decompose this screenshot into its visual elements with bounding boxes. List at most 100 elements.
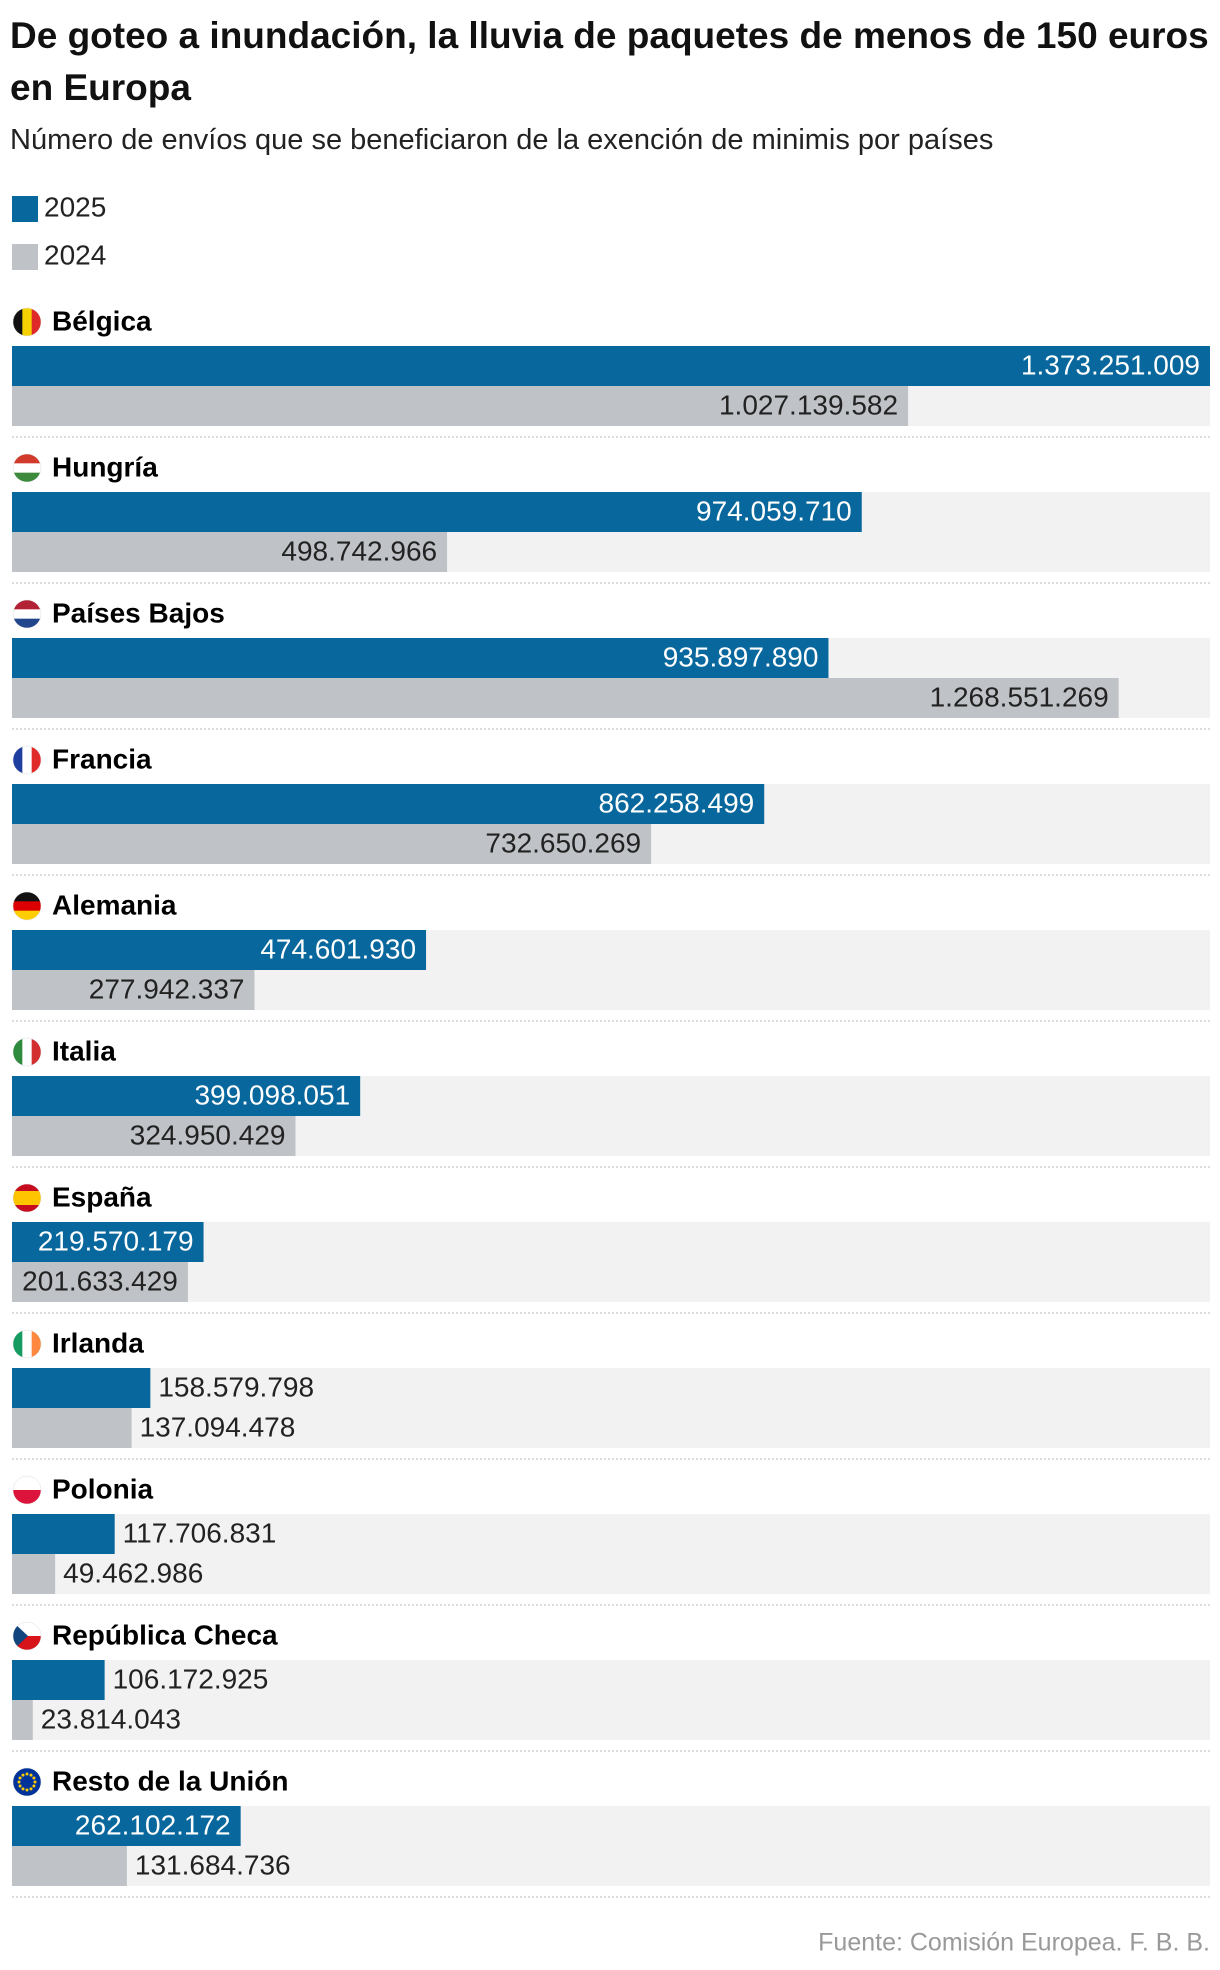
flag-border: [12, 599, 42, 629]
category-label: Países Bajos: [52, 597, 225, 628]
bar: [12, 1660, 105, 1700]
value-label: 262.102.172: [75, 1809, 231, 1840]
bar: [12, 1262, 188, 1302]
value-label: 201.633.429: [22, 1265, 178, 1296]
category-label: Irlanda: [52, 1327, 144, 1358]
category-label: Francia: [52, 743, 152, 774]
bar-background: [12, 1222, 1210, 1302]
bar: [12, 1806, 241, 1846]
flag-stripe: [22, 746, 33, 774]
flag-border: [12, 891, 42, 921]
flag: [13, 1184, 41, 1212]
flag-border: [12, 745, 42, 775]
flag: [13, 1476, 41, 1504]
bar: [12, 1222, 204, 1262]
category-label: Italia: [52, 1035, 116, 1066]
value-label: 219.570.179: [38, 1225, 194, 1256]
value-label: 1.268.551.269: [930, 681, 1109, 712]
category-label: España: [52, 1181, 152, 1212]
flag-stripe: [13, 1191, 41, 1199]
flag-border: [12, 1183, 42, 1213]
category-label: Alemania: [52, 889, 177, 920]
flag-stripe: [13, 454, 41, 464]
legend-label: 2024: [44, 239, 106, 270]
value-label: 131.684.736: [135, 1849, 291, 1880]
bar: [12, 970, 255, 1010]
flag-stripe: [13, 609, 41, 620]
flag: [13, 1768, 41, 1796]
flag-star: [21, 1773, 25, 1777]
bar: [12, 638, 829, 678]
flag-border: [12, 1329, 42, 1359]
source: Fuente: Comisión Europea. F. B. B.: [818, 1929, 1210, 1957]
bar: [12, 386, 909, 426]
flag-stripe: [13, 600, 41, 610]
value-label: 399.098.051: [194, 1079, 350, 1110]
flag-stripe: [31, 746, 41, 774]
flag: [13, 1622, 41, 1650]
value-label: 474.601.930: [260, 933, 416, 964]
flag: [13, 892, 41, 920]
flag: [13, 308, 41, 336]
flag-stripe: [31, 308, 41, 336]
bar: [12, 1076, 361, 1116]
bar-background: [12, 1368, 1210, 1448]
chart-title: De goteo a inundación, la lluvia de paqu…: [10, 15, 1209, 108]
bar: [12, 784, 765, 824]
category-label: Resto de la Unión: [52, 1765, 288, 1796]
flag-star: [25, 1772, 29, 1776]
flag: [13, 600, 41, 628]
value-label: 106.172.925: [113, 1663, 269, 1694]
value-label: 137.094.478: [140, 1411, 296, 1442]
flag-border: [12, 1621, 42, 1651]
category-label: República Checa: [52, 1619, 278, 1650]
flag-stripe: [13, 463, 41, 474]
value-label: 1.373.251.009: [1021, 349, 1200, 380]
bar: [12, 1846, 127, 1886]
bar: [12, 824, 652, 864]
bar: [12, 1368, 151, 1408]
bar: [12, 930, 427, 970]
flag-border: [12, 1475, 42, 1505]
flag-stripe: [22, 1038, 33, 1066]
bar: [12, 492, 862, 532]
flag-stripe: [31, 1330, 41, 1358]
flag-stripe: [13, 910, 41, 920]
flag-star: [29, 1773, 33, 1777]
flag-stripe: [31, 1038, 41, 1066]
flag-border: [12, 453, 42, 483]
flag-star: [25, 1788, 29, 1792]
flag-stripe: [13, 1198, 41, 1206]
flag-stripe: [13, 901, 41, 912]
bar: [12, 346, 1210, 386]
flag-star: [17, 1780, 21, 1784]
flag: [13, 1330, 41, 1358]
bar: [12, 1514, 115, 1554]
value-label: 23.814.043: [41, 1703, 181, 1734]
flag-stripe: [22, 1330, 33, 1358]
bar: [12, 678, 1119, 718]
value-label: 862.258.499: [599, 787, 755, 818]
flag-star: [21, 1787, 25, 1791]
flag-stripe: [13, 618, 41, 628]
flag-stripe: [13, 1490, 41, 1504]
bar: [12, 1116, 296, 1156]
bar-background: [12, 1514, 1210, 1594]
flag-star: [32, 1784, 36, 1788]
value-label: 498.742.966: [281, 535, 437, 566]
flag-border: [12, 1767, 42, 1797]
flag-stripe: [13, 1038, 23, 1066]
flag-stripe: [13, 1205, 41, 1212]
flag-star: [18, 1784, 22, 1788]
value-label: 935.897.890: [663, 641, 819, 672]
flag-stripe: [22, 308, 33, 336]
flag: [13, 1038, 41, 1066]
bar-background: [12, 1660, 1210, 1740]
flag-stripe: [13, 472, 41, 482]
value-label: 324.950.429: [130, 1119, 286, 1150]
bar: [12, 532, 448, 572]
value-label: 117.706.831: [123, 1517, 277, 1548]
flag-stripe: [13, 1330, 23, 1358]
category-label: Bélgica: [52, 305, 152, 336]
